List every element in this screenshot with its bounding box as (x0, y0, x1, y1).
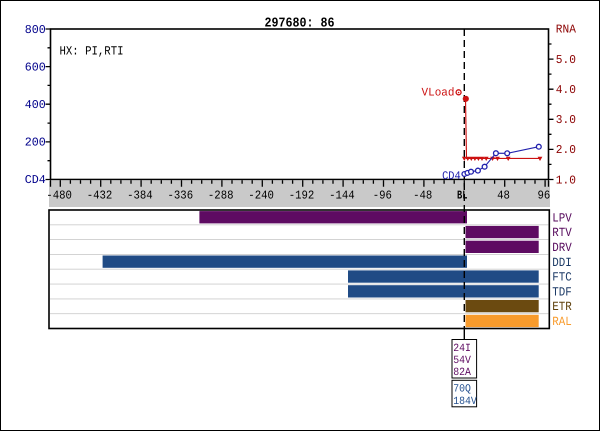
svg-text:BL: BL (457, 188, 467, 202)
svg-text:82A: 82A (453, 367, 471, 379)
svg-text:70Q: 70Q (453, 384, 471, 396)
svg-text:24I: 24I (453, 343, 471, 355)
svg-text:HX: PI,RTI: HX: PI,RTI (60, 45, 124, 59)
svg-text:-432: -432 (87, 188, 113, 202)
svg-text:RNA: RNA (556, 22, 577, 36)
svg-text:FTC: FTC (552, 271, 572, 285)
svg-text:DRV: DRV (552, 241, 572, 255)
svg-text:-48: -48 (413, 188, 432, 202)
svg-text:400: 400 (25, 98, 46, 112)
svg-text:297680: 86: 297680: 86 (265, 16, 335, 31)
svg-text:LPV: LPV (552, 211, 572, 225)
svg-text:800: 800 (25, 23, 46, 37)
svg-text:-192: -192 (289, 188, 315, 202)
svg-text:48: 48 (497, 188, 510, 202)
svg-text:5.0: 5.0 (556, 53, 576, 67)
svg-text:1.0: 1.0 (556, 173, 576, 187)
svg-text:-288: -288 (208, 188, 234, 202)
svg-text:-480: -480 (46, 188, 72, 202)
svg-text:CD4: CD4 (442, 170, 461, 183)
svg-text:2.0: 2.0 (556, 143, 576, 157)
svg-text:200: 200 (25, 136, 46, 150)
svg-text:RAL: RAL (552, 315, 572, 329)
svg-text:-336: -336 (168, 188, 194, 202)
svg-text:-96: -96 (373, 188, 392, 202)
svg-text:-384: -384 (127, 188, 153, 202)
svg-text:ETR: ETR (552, 300, 572, 314)
svg-text:4.0: 4.0 (556, 83, 576, 97)
svg-text:CD4: CD4 (25, 173, 46, 187)
svg-text:DDI: DDI (552, 256, 572, 270)
svg-text:600: 600 (25, 60, 46, 74)
svg-text:-144: -144 (329, 188, 355, 202)
svg-text:3.0: 3.0 (556, 113, 576, 127)
svg-text:96: 96 (538, 188, 551, 202)
svg-text:-240: -240 (248, 188, 274, 202)
svg-text:TDF: TDF (552, 285, 572, 299)
svg-text:RTV: RTV (552, 226, 572, 240)
svg-text:VLoad: VLoad (422, 86, 455, 99)
svg-text:54V: 54V (453, 355, 471, 367)
svg-text:184V: 184V (453, 396, 477, 408)
